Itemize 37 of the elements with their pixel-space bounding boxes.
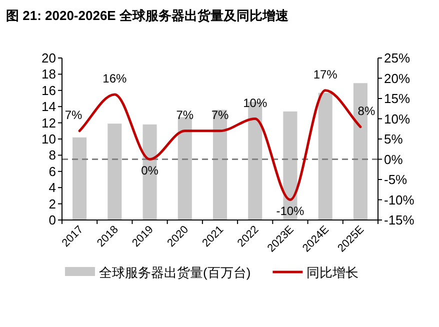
bar (72, 137, 87, 220)
data-label: 7% (211, 108, 229, 122)
y2-tick-label: 25% (384, 50, 410, 66)
data-label: -10% (276, 204, 305, 218)
bar (318, 92, 332, 220)
y-tick-label: 16 (42, 82, 56, 98)
y-tick-label: 18 (42, 66, 56, 82)
y2-tick-label: 10% (384, 111, 410, 126)
data-label: 7% (64, 108, 83, 122)
y-tick-label: 2 (48, 196, 56, 212)
y-tick-label: 12 (42, 115, 56, 130)
data-label: 16% (102, 71, 127, 86)
y-tick-label: 14 (42, 99, 56, 114)
legend-label: 同比增长 (306, 265, 359, 280)
y-tick-label: 20 (42, 50, 56, 66)
chart-title: 图 21: 2020-2026E 全球服务器出货量及同比增速 (6, 8, 290, 23)
legend-label: 全球服务器出货量(百万台) (99, 265, 251, 280)
y2-tick-label: 15% (384, 91, 410, 106)
y-tick-label: 8 (48, 148, 56, 163)
bar (142, 124, 157, 220)
data-label: 8% (358, 104, 376, 118)
y2-tick-label: -10% (384, 192, 415, 208)
y2-tick-label: 20% (384, 70, 410, 86)
bar (212, 110, 228, 220)
y2-tick-label: 5% (384, 132, 404, 146)
y2-tick-label: 0% (384, 152, 404, 167)
data-label: 17% (313, 67, 338, 82)
y2-tick-label: -15% (384, 212, 415, 228)
y2-tick-label: -5% (384, 172, 408, 187)
data-label: 10% (243, 96, 268, 110)
y-tick-label: 10 (42, 132, 56, 146)
data-label: 7% (176, 108, 194, 122)
data-label: 0% (141, 163, 159, 178)
y-tick-label: 0 (48, 212, 56, 228)
bar (108, 124, 122, 220)
y-tick-label: 6 (48, 164, 56, 179)
y-tick-label: 4 (48, 180, 56, 196)
